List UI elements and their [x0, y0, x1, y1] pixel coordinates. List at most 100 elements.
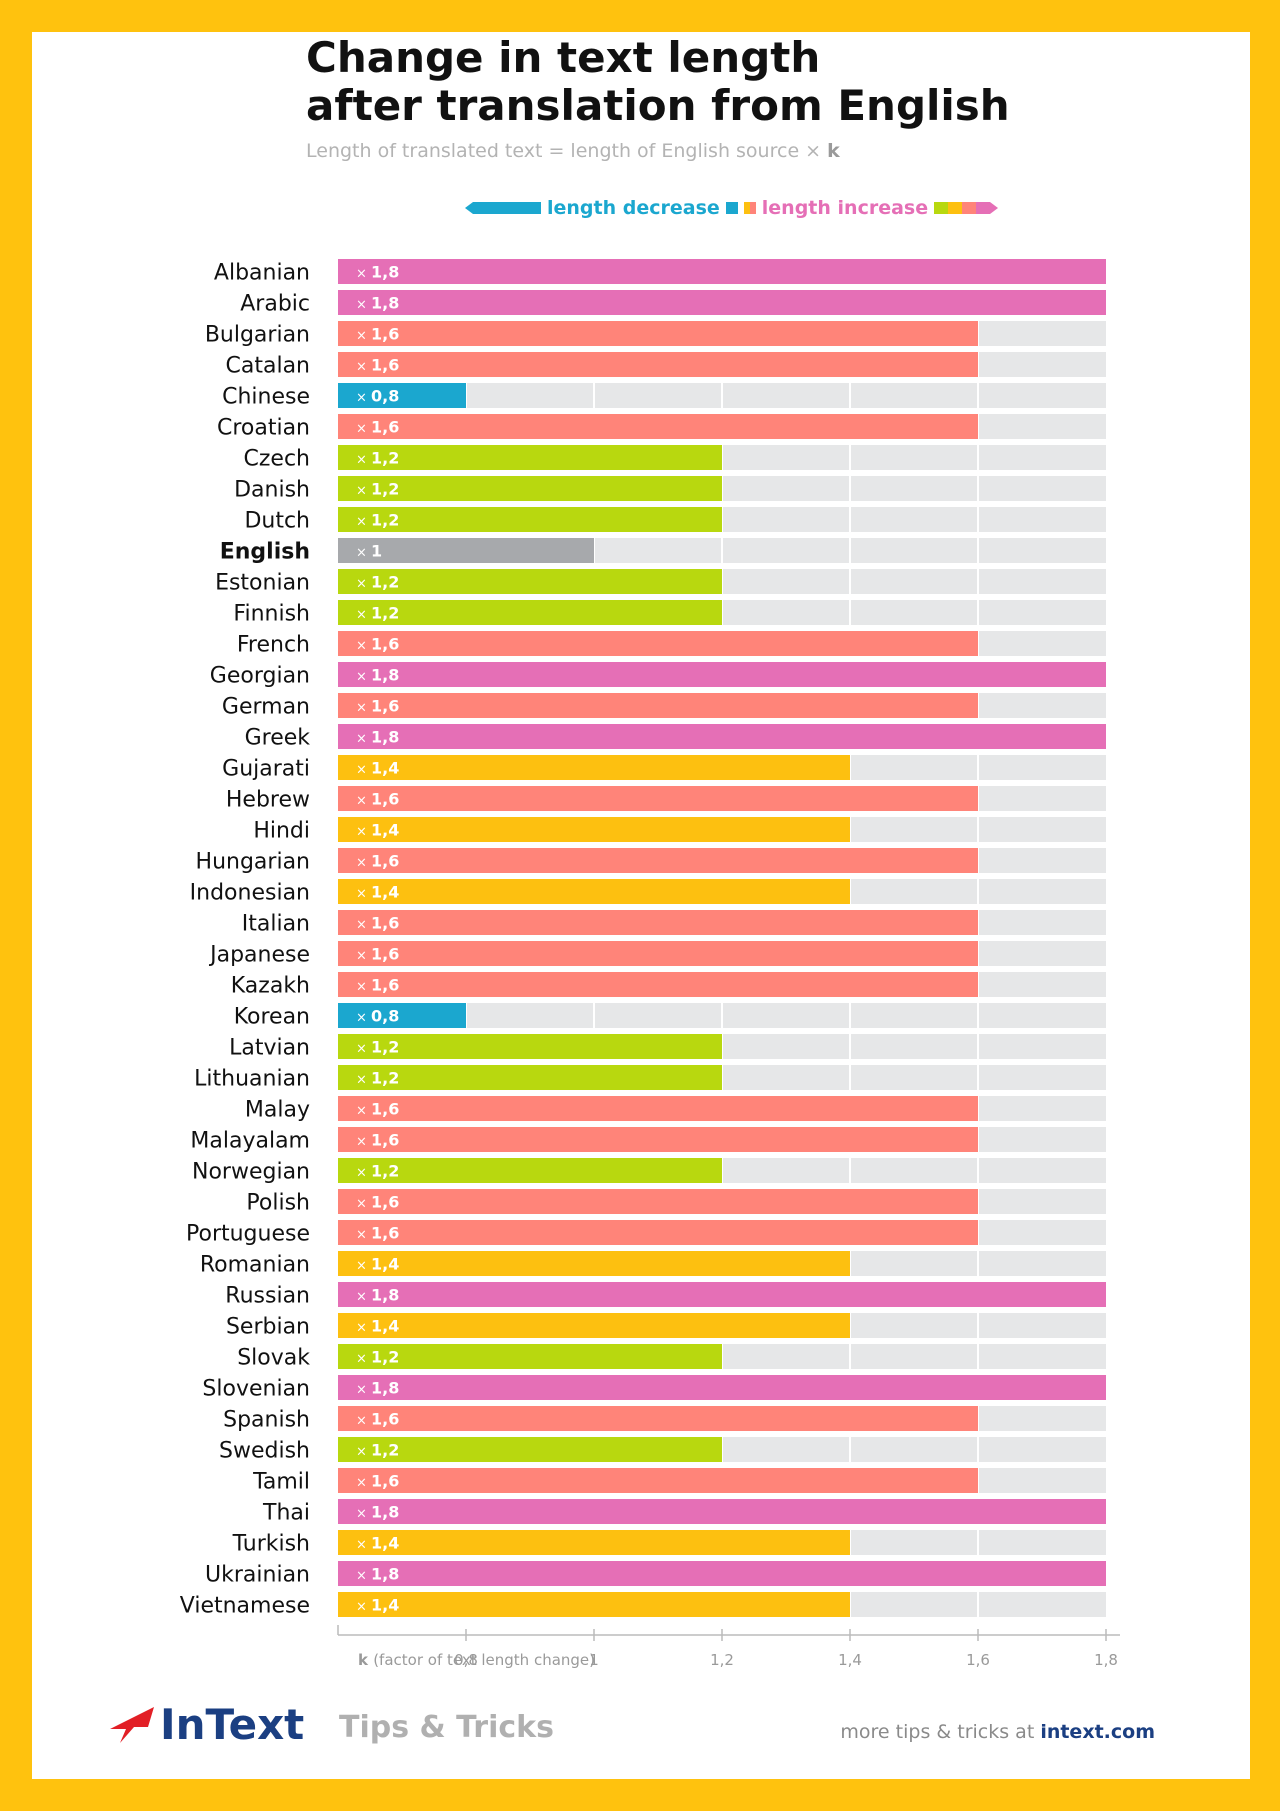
value-prefix: ×: [356, 329, 371, 344]
value-number: 1,4: [371, 1534, 399, 1553]
value-number: 1,8: [371, 666, 399, 685]
value-number: 1,2: [371, 1162, 399, 1181]
bar-lithuanian: [338, 1065, 722, 1090]
bar-serbian: [338, 1313, 850, 1338]
value-prefix: ×: [356, 1290, 371, 1305]
row-label-turkish: Turkish: [232, 1532, 310, 1557]
value-label-gujarati: × 1,4: [356, 759, 399, 778]
x-tick-label: 1,6: [966, 1651, 990, 1669]
value-label-slovenian: × 1,8: [356, 1379, 399, 1398]
value-number: 1,8: [371, 1286, 399, 1305]
value-prefix: ×: [356, 670, 371, 685]
bar-japanese: [338, 941, 978, 966]
value-number: 0,8: [371, 387, 399, 406]
value-label-czech: × 1,2: [356, 449, 399, 468]
bar-french: [338, 631, 978, 656]
row-label-norwegian: Norwegian: [192, 1160, 310, 1185]
bar-malayalam: [338, 1127, 978, 1152]
value-prefix: ×: [356, 918, 371, 933]
value-number: 1,2: [371, 1441, 399, 1460]
row-label-hungarian: Hungarian: [196, 850, 310, 875]
value-number: 1,6: [371, 1193, 399, 1212]
row-label-korean: Korean: [234, 1005, 310, 1030]
logo-text: InText: [160, 1700, 305, 1749]
value-number: 1,6: [371, 635, 399, 654]
row-label-arabic: Arabic: [240, 292, 310, 317]
value-prefix: ×: [356, 1538, 371, 1553]
value-number: 1,6: [371, 418, 399, 437]
x-axis-label: k (factor of text length change): [358, 1651, 595, 1669]
value-prefix: ×: [356, 1135, 371, 1150]
value-label-turkish: × 1,4: [356, 1534, 399, 1553]
value-label-romanian: × 1,4: [356, 1255, 399, 1274]
row-label-japanese: Japanese: [208, 943, 310, 968]
value-label-estonian: × 1,2: [356, 573, 399, 592]
bar-czech: [338, 445, 722, 470]
value-label-vietnamese: × 1,4: [356, 1596, 399, 1615]
value-prefix: ×: [356, 1228, 371, 1243]
x-tick-label: 1: [589, 1651, 599, 1669]
row-label-portuguese: Portuguese: [186, 1222, 310, 1247]
value-prefix: ×: [356, 1104, 371, 1119]
bar-polish: [338, 1189, 978, 1214]
row-label-tamil: Tamil: [252, 1470, 310, 1495]
value-label-bulgarian: × 1,6: [356, 325, 399, 344]
value-prefix: ×: [356, 360, 371, 375]
value-prefix: ×: [356, 1042, 371, 1057]
value-number: 1,6: [371, 1100, 399, 1119]
bar-danish: [338, 476, 722, 501]
value-number: 1,2: [371, 449, 399, 468]
value-number: 1,4: [371, 1255, 399, 1274]
value-prefix: ×: [356, 391, 371, 406]
value-prefix: ×: [356, 1569, 371, 1584]
row-label-lithuanian: Lithuanian: [194, 1067, 310, 1092]
row-label-polish: Polish: [246, 1191, 310, 1216]
value-number: 1,6: [371, 852, 399, 871]
bar-slovenian: [338, 1375, 1106, 1400]
value-label-hindi: × 1,4: [356, 821, 399, 840]
value-label-english: × 1: [356, 542, 382, 561]
value-number: 1,2: [371, 1069, 399, 1088]
bar-finnish: [338, 600, 722, 625]
bar-georgian: [338, 662, 1106, 687]
title-line-1: Change in text length: [306, 33, 821, 82]
value-label-catalan: × 1,6: [356, 356, 399, 375]
bar-arabic: [338, 290, 1106, 315]
value-label-greek: × 1,8: [356, 728, 399, 747]
x-axis-note: (factor of text length change): [373, 1651, 595, 1669]
decrease-bar-icon: [473, 202, 541, 214]
bar-indonesian: [338, 879, 850, 904]
value-number: 1,2: [371, 480, 399, 499]
bar-russian: [338, 1282, 1106, 1307]
value-prefix: ×: [356, 639, 371, 654]
row-label-hindi: Hindi: [253, 819, 310, 844]
value-prefix: ×: [356, 515, 371, 530]
value-number: 1,4: [371, 821, 399, 840]
value-number: 1,2: [371, 604, 399, 623]
swatch-green-icon: [934, 202, 949, 214]
value-label-arabic: × 1,8: [356, 294, 399, 313]
value-prefix: ×: [356, 1414, 371, 1429]
bar-kazakh: [338, 972, 978, 997]
value-number: 0,8: [371, 1007, 399, 1026]
bar-chinese: [338, 383, 466, 408]
row-label-ukrainian: Ukrainian: [205, 1563, 310, 1588]
subtitle-k: k: [827, 140, 840, 162]
value-label-malayalam: × 1,6: [356, 1131, 399, 1150]
value-label-kazakh: × 1,6: [356, 976, 399, 995]
footer-site[interactable]: intext.com: [1040, 1721, 1155, 1743]
row-label-malayalam: Malayalam: [190, 1129, 310, 1154]
value-prefix: ×: [356, 794, 371, 809]
value-label-croatian: × 1,6: [356, 418, 399, 437]
row-label-vietnamese: Vietnamese: [180, 1594, 310, 1619]
value-number: 1,8: [371, 1379, 399, 1398]
legend-decrease-label: length decrease: [547, 197, 720, 219]
value-prefix: ×: [356, 1352, 371, 1367]
bar-chart: Albanian × 1,8 Arabic × 1,8 Bulgarian × 1,6 Ca…: [180, 259, 1120, 1669]
decrease-swatch-icon: [725, 202, 738, 214]
value-prefix: ×: [356, 949, 371, 964]
row-label-danish: Danish: [234, 478, 310, 503]
value-label-finnish: × 1,2: [356, 604, 399, 623]
legend-increase-label: length increase: [761, 197, 929, 219]
footer-link[interactable]: more tips & tricks at intext.com: [840, 1721, 1155, 1743]
